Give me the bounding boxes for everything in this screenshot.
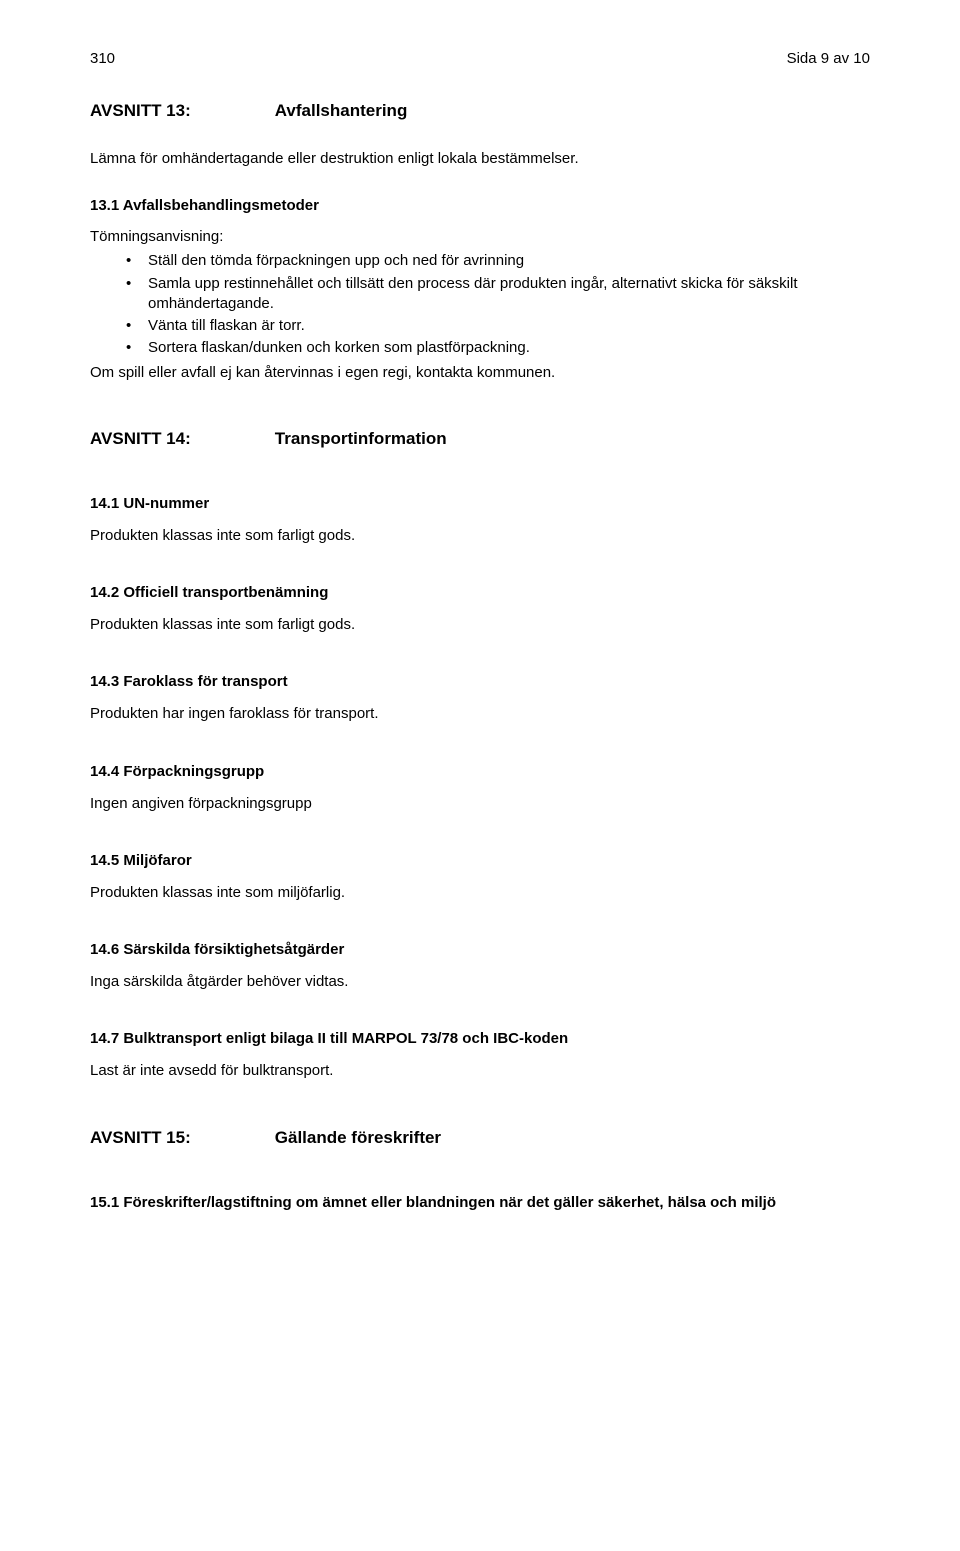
section-14-label: AVSNITT 14: [90, 429, 191, 449]
section-14-1-body: Produkten klassas inte som farligt gods. [90, 526, 870, 546]
section-14-4-body: Ingen angiven förpackningsgrupp [90, 794, 870, 814]
section-13-name: Avfallshantering [275, 101, 408, 121]
section-15-title: AVSNITT 15: Gällande föreskrifter [90, 1128, 870, 1148]
section-14-name: Transportinformation [275, 429, 447, 449]
list-item: Ställ den tömda förpackningen upp och ne… [126, 251, 870, 271]
list-item: Vänta till flaskan är torr. [126, 316, 870, 336]
section-13-1-lead: Tömningsanvisning: [90, 228, 870, 245]
section-14-title: AVSNITT 14: Transportinformation [90, 429, 870, 449]
section-13-title: AVSNITT 13: Avfallshantering [90, 101, 870, 121]
page-header: 310 Sida 9 av 10 [90, 50, 870, 67]
section-14-7-heading: 14.7 Bulktransport enligt bilaga II till… [90, 1030, 870, 1047]
section-14-4-heading: 14.4 Förpackningsgrupp [90, 763, 870, 780]
header-left: 310 [90, 50, 115, 67]
page-container: 310 Sida 9 av 10 AVSNITT 13: Avfallshant… [0, 0, 960, 1271]
section-14-6-heading: 14.6 Särskilda försiktighetsåtgärder [90, 941, 870, 958]
section-15-1-heading: 15.1 Föreskrifter/lagstiftning om ämnet … [90, 1194, 870, 1211]
section-14-1-heading: 14.1 UN-nummer [90, 495, 870, 512]
section-14-3-heading: 14.3 Faroklass för transport [90, 673, 870, 690]
section-15-name: Gällande föreskrifter [275, 1128, 441, 1148]
section-14-3-body: Produkten har ingen faroklass för transp… [90, 704, 870, 724]
section-13-intro: Lämna för omhändertagande eller destrukt… [90, 149, 870, 169]
section-14-6-body: Inga särskilda åtgärder behöver vidtas. [90, 972, 870, 992]
list-item: Samla upp restinnehållet och tillsätt de… [126, 274, 870, 315]
section-14-5-heading: 14.5 Miljöfaror [90, 852, 870, 869]
section-15-label: AVSNITT 15: [90, 1128, 191, 1148]
section-13-1-after: Om spill eller avfall ej kan återvinnas … [90, 363, 870, 383]
section-14-7-body: Last är inte avsedd för bulktransport. [90, 1061, 870, 1081]
section-13-1-bullets: Ställ den tömda förpackningen upp och ne… [90, 251, 870, 358]
section-13-label: AVSNITT 13: [90, 101, 191, 121]
header-right: Sida 9 av 10 [787, 50, 870, 67]
list-item: Sortera flaskan/dunken och korken som pl… [126, 338, 870, 358]
section-14-2-heading: 14.2 Officiell transportbenämning [90, 584, 870, 601]
section-13-1-heading: 13.1 Avfallsbehandlingsmetoder [90, 197, 870, 214]
section-14-5-body: Produkten klassas inte som miljöfarlig. [90, 883, 870, 903]
section-14-2-body: Produkten klassas inte som farligt gods. [90, 615, 870, 635]
